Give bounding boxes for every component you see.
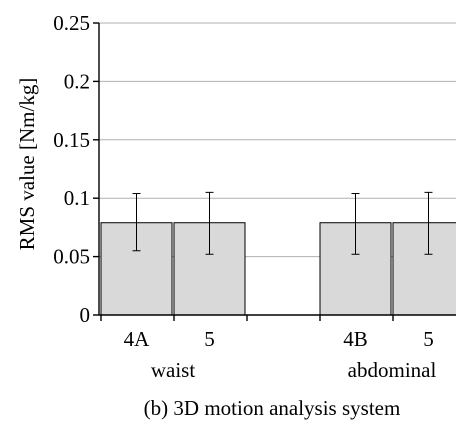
y-tick-label: 0.15 bbox=[53, 128, 90, 152]
category-label: 4B bbox=[343, 327, 368, 351]
bars bbox=[100, 222, 456, 316]
labels: 0 0.05 0.1 0.15 0.2 0.25 4A 5 4B 5 waist abdominal bbox=[53, 11, 436, 382]
grid-lines bbox=[99, 22, 456, 258]
y-tick-label: 0.05 bbox=[53, 245, 90, 269]
category-label: 5 bbox=[204, 327, 215, 351]
chart-caption: (b) 3D motion analysis system bbox=[144, 396, 401, 420]
y-tick-label: 0.1 bbox=[64, 186, 90, 210]
y-tick-label: 0.2 bbox=[64, 69, 90, 93]
group-label: waist bbox=[151, 358, 195, 382]
y-tick-label: 0 bbox=[80, 303, 91, 327]
y-axis-label: RMS value [Nm/kg] bbox=[15, 78, 39, 251]
group-label: abdominal bbox=[348, 358, 437, 382]
bar bbox=[392, 222, 456, 316]
y-tick-label: 0.25 bbox=[53, 11, 90, 35]
category-label: 4A bbox=[124, 327, 151, 351]
axes bbox=[93, 22, 456, 321]
error-bars bbox=[132, 191, 433, 255]
category-label: 5 bbox=[423, 327, 434, 351]
